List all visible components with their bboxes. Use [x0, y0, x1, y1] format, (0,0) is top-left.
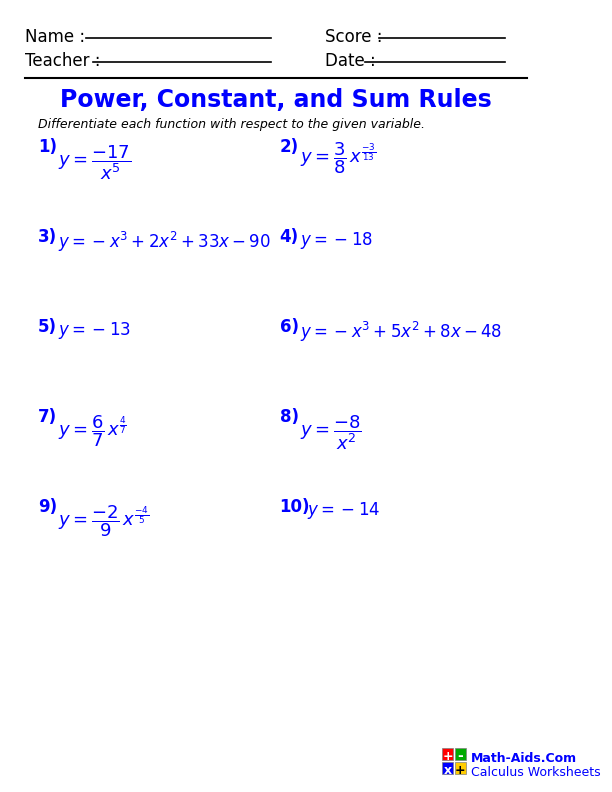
Bar: [455, 748, 466, 760]
Text: Math-Aids.Com: Math-Aids.Com: [471, 752, 577, 765]
Text: 2): 2): [280, 138, 299, 156]
Text: $y = \dfrac{-17}{x^5}$: $y = \dfrac{-17}{x^5}$: [58, 143, 131, 181]
Bar: [455, 762, 466, 774]
Text: Name :: Name :: [25, 28, 86, 46]
Text: 3): 3): [38, 228, 57, 246]
Text: -: -: [457, 749, 463, 763]
Text: $y = \dfrac{-2}{9}\,x^{\frac{-4}{5}}$: $y = \dfrac{-2}{9}\,x^{\frac{-4}{5}}$: [58, 503, 149, 539]
Text: Date :: Date :: [325, 52, 376, 70]
Text: 8): 8): [280, 408, 299, 426]
Text: $y = -14$: $y = -14$: [307, 500, 380, 521]
Text: Power, Constant, and Sum Rules: Power, Constant, and Sum Rules: [60, 88, 492, 112]
Text: $y = \dfrac{-8}{x^2}$: $y = \dfrac{-8}{x^2}$: [299, 413, 361, 451]
Text: $y = -x^3 + 5x^2 + 8x - 48$: $y = -x^3 + 5x^2 + 8x - 48$: [299, 320, 502, 344]
Text: $y = -13$: $y = -13$: [58, 320, 130, 341]
Text: $y = -x^3 + 2x^2 + 33x - 90$: $y = -x^3 + 2x^2 + 33x - 90$: [58, 230, 271, 254]
Text: x: x: [444, 763, 452, 776]
Text: $y = \dfrac{3}{8}\,x^{\frac{-3}{13}}$: $y = \dfrac{3}{8}\,x^{\frac{-3}{13}}$: [299, 140, 376, 176]
Text: 10): 10): [280, 498, 310, 516]
Text: 4): 4): [280, 228, 299, 246]
Text: $y = -18$: $y = -18$: [299, 230, 373, 251]
Bar: [442, 748, 453, 760]
Text: +: +: [455, 763, 465, 776]
Text: 7): 7): [38, 408, 57, 426]
Text: Differentiate each function with respect to the given variable.: Differentiate each function with respect…: [38, 118, 425, 131]
Text: 1): 1): [38, 138, 57, 156]
Text: +: +: [442, 749, 453, 763]
Text: 5): 5): [38, 318, 57, 336]
Text: Calculus Worksheets: Calculus Worksheets: [471, 766, 600, 779]
Text: Score :: Score :: [325, 28, 382, 46]
Text: Teacher :: Teacher :: [25, 52, 101, 70]
Text: 9): 9): [38, 498, 57, 516]
Bar: [442, 762, 453, 774]
Text: $y = \dfrac{6}{7}\,x^{\frac{4}{7}}$: $y = \dfrac{6}{7}\,x^{\frac{4}{7}}$: [58, 413, 127, 448]
Text: 6): 6): [280, 318, 299, 336]
